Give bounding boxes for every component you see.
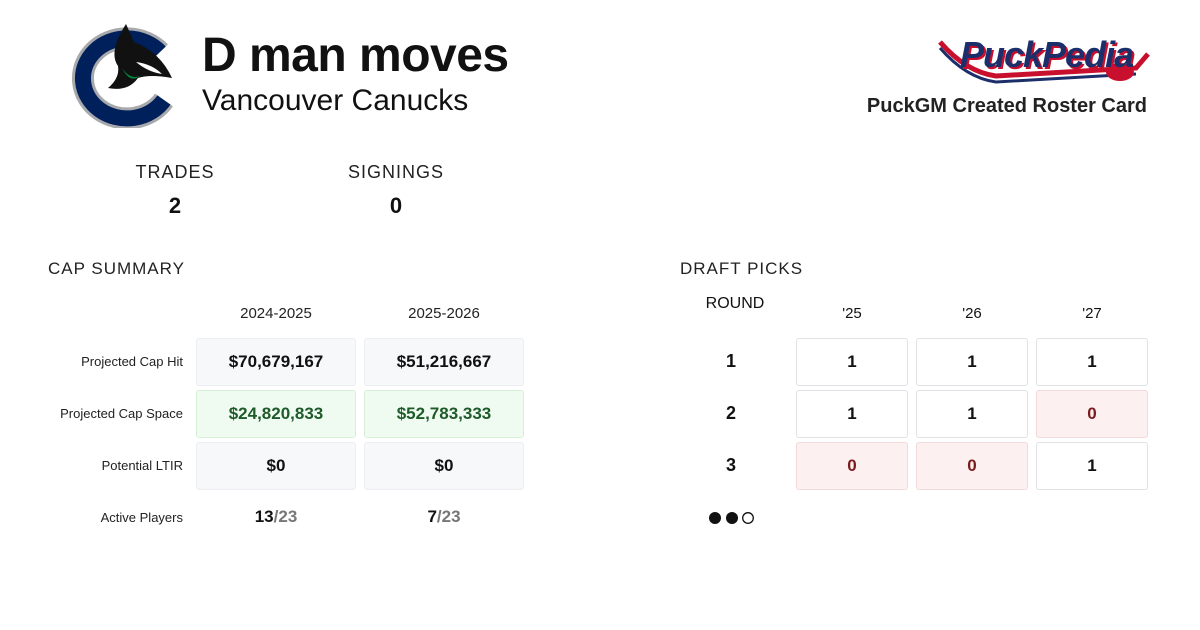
row-label: Potential LTIR: [101, 458, 183, 473]
team-logo: [72, 24, 173, 128]
column-header: 2024-2025: [240, 305, 312, 322]
stat-label: TRADES: [135, 162, 215, 182]
pick-cell: 1: [796, 338, 908, 386]
pick-cell: 1: [1036, 338, 1148, 386]
pick-cell: 1: [916, 390, 1028, 438]
active-players: 7/23: [364, 507, 524, 527]
stat-value: 0: [389, 193, 403, 218]
row-label: Active Players: [100, 510, 183, 525]
cap-cell: $51,216,667: [364, 338, 524, 386]
year-header: '26: [962, 305, 982, 322]
cap-cell: $0: [364, 442, 524, 490]
active-count: 13: [254, 507, 274, 526]
row-label: Projected Cap Hit: [81, 354, 183, 369]
page-indicator: [709, 511, 755, 529]
brand-name: PuckPedia: [960, 34, 1134, 75]
year-header: '25: [842, 305, 862, 322]
active-limit: /23: [436, 507, 461, 526]
pick-cell: 0: [796, 442, 908, 490]
active-limit: /23: [273, 507, 298, 526]
pick-cell: 1: [796, 390, 908, 438]
team-name: Vancouver Canucks: [202, 84, 469, 117]
active-count: 7: [427, 507, 437, 526]
section-title: DRAFT PICKS: [680, 259, 804, 278]
cap-cell: $52,783,333: [364, 390, 524, 438]
round-number: 1: [725, 351, 736, 371]
pick-cell: 0: [1036, 390, 1148, 438]
cap-cell: $70,679,167: [196, 338, 356, 386]
active-players: 13/23: [196, 507, 356, 527]
column-header: 2025-2026: [408, 305, 480, 322]
round-number: 2: [725, 403, 736, 423]
brand-logo-bg: [938, 40, 1150, 84]
pick-cell: 1: [916, 338, 1028, 386]
row-label: Projected Cap Space: [60, 406, 183, 421]
card-subtitle: PuckGM Created Roster Card: [866, 95, 1147, 117]
section-title: CAP SUMMARY: [48, 259, 185, 278]
stat-value: 2: [168, 193, 182, 218]
year-header: '27: [1082, 305, 1102, 322]
cap-cell: $24,820,833: [196, 390, 356, 438]
pick-cell: 1: [1036, 442, 1148, 490]
stat-label: SIGNINGS: [347, 162, 444, 182]
cap-cell: $0: [196, 442, 356, 490]
round-number: 3: [725, 455, 736, 475]
pick-cell: 0: [916, 442, 1028, 490]
page-title: D man moves: [202, 29, 509, 82]
round-header: ROUND: [705, 295, 765, 312]
